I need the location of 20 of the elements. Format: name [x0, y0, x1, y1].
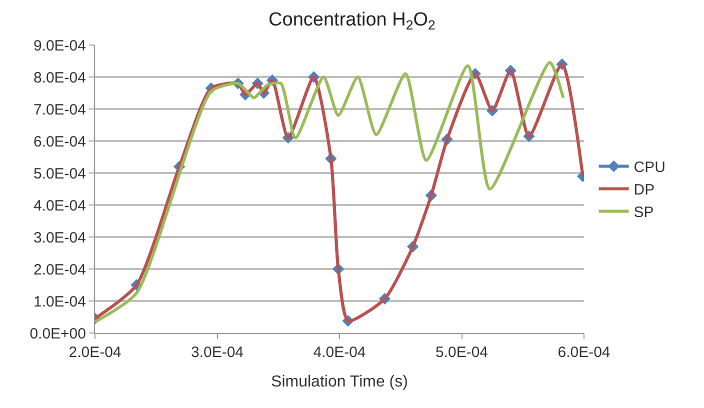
x-tick-label: 5.0E-04 — [435, 344, 488, 361]
x-tick-label: 3.0E-04 — [190, 344, 244, 361]
y-tick-label: 5.0E-04 — [33, 165, 86, 182]
y-tick-label: 9.0E-04 — [33, 37, 86, 54]
y-tick-label: 6.0E-04 — [33, 133, 86, 150]
legend-label: DP — [634, 182, 655, 199]
x-axis-title: Simulation Time (s) — [271, 374, 408, 391]
legend-label: CPU — [634, 159, 666, 176]
y-tick-label: 0.0E+00 — [30, 325, 86, 342]
y-tick-label: 7.0E-04 — [33, 101, 86, 118]
y-tick-label: 1.0E-04 — [33, 293, 86, 310]
legend-label: SP — [634, 204, 654, 222]
x-tick-label: 6.0E-04 — [558, 344, 610, 361]
y-tick-label: 3.0E-04 — [33, 229, 86, 246]
y-tick-label: 2.0E-04 — [33, 261, 86, 278]
y-tick-label: 4.0E-04 — [33, 197, 86, 214]
x-tick-label: 4.0E-04 — [313, 344, 366, 361]
x-tick-label: 2.0E-04 — [68, 344, 122, 361]
y-tick-label: 8.0E-04 — [33, 69, 86, 86]
chart-title: Concentration H$_{2}$O$_{2}$ — [268, 10, 436, 33]
